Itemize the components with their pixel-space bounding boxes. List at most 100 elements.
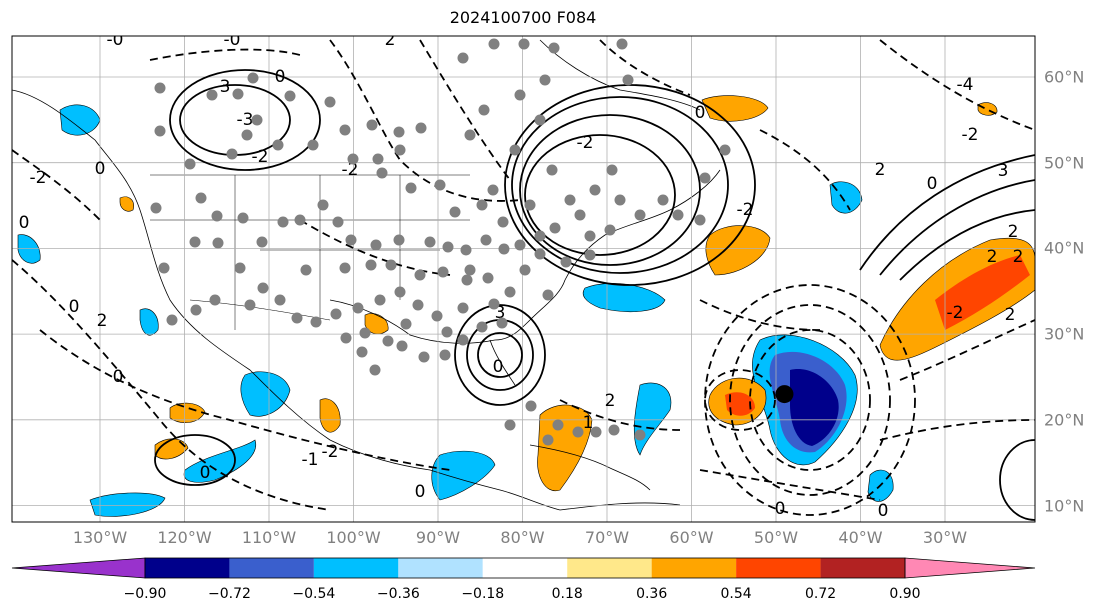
- station-dot: [465, 130, 476, 141]
- station-dot: [401, 319, 412, 330]
- station-dot: [308, 140, 319, 151]
- colorbar-segment: [821, 558, 905, 578]
- station-dot: [151, 203, 162, 214]
- station-dot: [406, 183, 417, 194]
- contour-label: 2: [1013, 247, 1024, 267]
- station-dot: [360, 328, 371, 339]
- colorbar-segment: [483, 558, 567, 578]
- station-dot: [207, 90, 218, 101]
- station-dot: [519, 39, 530, 50]
- station-dot: [191, 305, 202, 316]
- contour-label: -2: [962, 125, 979, 145]
- station-dot: [340, 263, 351, 274]
- station-dot: [497, 318, 508, 329]
- station-dot: [505, 287, 516, 298]
- station-dot: [190, 237, 201, 248]
- contour-label: 0: [927, 174, 938, 194]
- longitude-label: 60°W: [669, 528, 713, 547]
- latitude-label: 40°N: [1044, 239, 1084, 258]
- weather-map: -03-30-2-2-2 00200-2-1030210-2203-2-4222-…: [0, 0, 1105, 615]
- colorbar-tick-label: 0.90: [889, 586, 920, 602]
- station-dot: [301, 265, 312, 276]
- station-dot: [377, 168, 388, 179]
- shaded-anomalies: [18, 96, 1035, 517]
- contour-label: 0: [275, 67, 286, 87]
- station-dot: [585, 250, 596, 261]
- longitude-label: 80°W: [500, 528, 544, 547]
- station-dot: [386, 260, 397, 271]
- contour-label: 0: [113, 367, 124, 387]
- station-dot: [575, 210, 586, 221]
- station-dot: [367, 120, 378, 131]
- colorbar-tick-label: 0.18: [552, 586, 583, 602]
- colorbar-tick-label: −0.36: [377, 586, 420, 602]
- station-dot: [499, 244, 510, 255]
- station-dot: [370, 365, 381, 376]
- station-dot: [383, 336, 394, 347]
- station-dot: [248, 73, 259, 84]
- station-dot: [348, 154, 359, 165]
- station-dot: [333, 217, 344, 228]
- station-dot: [413, 300, 424, 311]
- station-dot: [212, 211, 223, 222]
- colorbar: [12, 558, 1035, 578]
- station-dot: [477, 322, 488, 333]
- station-dot: [515, 240, 526, 251]
- station-dot: [540, 75, 551, 86]
- contour-label: 0: [95, 159, 106, 179]
- station-dot: [366, 260, 377, 271]
- contour-label: 0: [775, 499, 786, 519]
- station-dot: [375, 295, 386, 306]
- station-dot: [159, 263, 170, 274]
- station-dot: [435, 180, 446, 191]
- station-dot: [617, 39, 628, 50]
- contour-label: 2: [987, 247, 998, 267]
- station-dot: [605, 225, 616, 236]
- contour-label: -2: [737, 200, 754, 220]
- contour-label: 2: [97, 311, 108, 331]
- station-dot: [438, 267, 449, 278]
- station-dot: [341, 333, 352, 344]
- station-dot: [196, 193, 207, 204]
- station-dot: [257, 237, 268, 248]
- station-dot: [458, 335, 469, 346]
- contour-label: 2: [1008, 222, 1019, 242]
- colorbar-segment: [736, 558, 820, 578]
- station-dot: [425, 237, 436, 248]
- station-dot: [489, 39, 500, 50]
- longitude-label: 50°W: [754, 528, 798, 547]
- station-dot: [549, 43, 560, 54]
- station-dot: [607, 165, 618, 176]
- station-dot: [395, 145, 406, 156]
- station-dot: [235, 263, 246, 274]
- station-dot: [553, 420, 564, 431]
- station-dot: [416, 123, 427, 134]
- station-dot: [515, 90, 526, 101]
- station-dot: [458, 303, 469, 314]
- station-dot: [585, 231, 596, 242]
- latitude-label: 30°N: [1044, 325, 1084, 344]
- station-dot: [155, 83, 166, 94]
- station-dot: [419, 352, 430, 363]
- colorbar-extend-low: [12, 558, 145, 578]
- station-dot: [213, 238, 224, 249]
- station-dot: [673, 210, 684, 221]
- coastlines: [12, 40, 720, 510]
- station-dot: [311, 317, 322, 328]
- station-dot: [520, 265, 531, 276]
- station-dot: [525, 200, 536, 211]
- station-dot: [258, 283, 269, 294]
- station-dot: [278, 217, 289, 228]
- station-dot: [483, 273, 494, 284]
- station-dot: [573, 427, 584, 438]
- station-dot: [458, 53, 469, 64]
- colorbar-tick-label: −0.18: [461, 586, 504, 602]
- station-dot: [155, 126, 166, 137]
- station-dot: [526, 401, 537, 412]
- station-dot: [488, 185, 499, 196]
- station-dot: [547, 165, 558, 176]
- contour-label: 3: [220, 77, 231, 97]
- station-dot: [720, 145, 731, 156]
- contour-label: -0: [224, 30, 241, 50]
- station-dot: [432, 311, 443, 322]
